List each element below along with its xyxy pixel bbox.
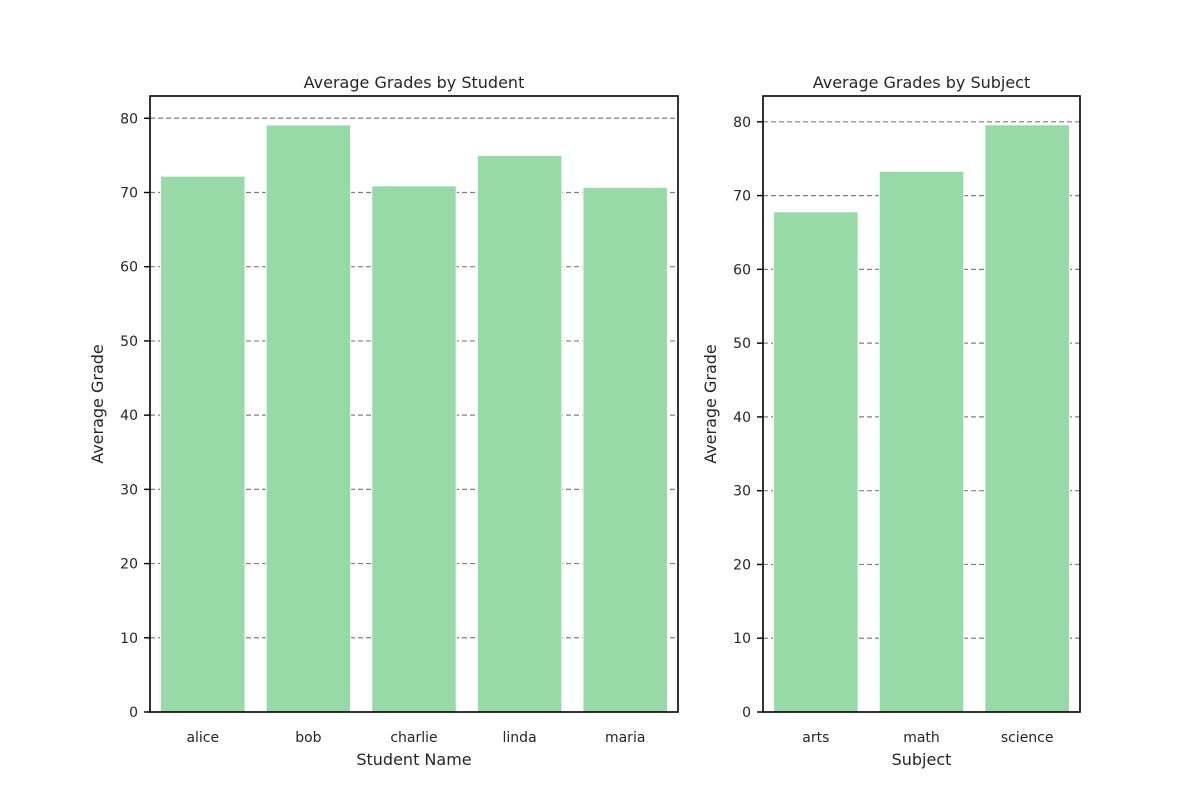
plot-frame [149, 95, 679, 713]
bar-alice [160, 175, 246, 713]
y-tick-label: 0 [742, 705, 751, 721]
x-tick-label: alice [186, 730, 219, 746]
y-tick-label: 20 [733, 557, 751, 573]
chart-panel-1: alice bob charlie linda maria 0 10 20 30 40 50 60 70… [88, 73, 679, 769]
x-axis-label: Student Name [356, 750, 471, 769]
y-tick-label: 20 [120, 557, 138, 573]
y-tick-label: 80 [733, 115, 751, 131]
x-tick-label: charlie [390, 730, 437, 746]
y-axis-label: Average Grade [88, 344, 107, 464]
y-tick-label: 10 [120, 631, 138, 647]
bar-bob [265, 124, 352, 713]
bar-linda [476, 154, 563, 713]
x-tick-label: science [1001, 730, 1054, 746]
y-tick-label: 30 [733, 484, 751, 500]
x-tick-label: linda [503, 730, 537, 746]
y-tick-label: 0 [129, 705, 138, 721]
x-tick-label: bob [295, 730, 321, 746]
bar-science [984, 124, 1070, 713]
x-tick-label: arts [802, 730, 829, 746]
y-tick-label: 80 [120, 111, 138, 127]
y-tick-label: 60 [733, 262, 751, 278]
y-tick-label: 40 [733, 410, 751, 426]
chart-title: Average Grades by Student [304, 73, 525, 92]
bar-charlie [371, 185, 457, 713]
y-axis-label: Average Grade [701, 344, 720, 464]
y-tick-label: 60 [120, 260, 138, 276]
x-tick-label: math [903, 730, 940, 746]
y-tick-label: 30 [120, 482, 138, 498]
y-tick-label: 10 [733, 631, 751, 647]
y-tick-label: 50 [733, 336, 751, 352]
y-tick-label: 50 [120, 334, 138, 350]
y-tick-label: 40 [120, 408, 138, 424]
bar-math [878, 170, 965, 713]
y-tick-label: 70 [733, 189, 751, 205]
x-tick-label: maria [605, 730, 645, 746]
chart-panel-2: arts math science 0 10 20 30 40 50 60 70 80 Average … [701, 73, 1081, 769]
bar-maria [582, 186, 668, 713]
chart-title: Average Grades by Subject [813, 73, 1031, 92]
x-axis-label: Subject [892, 750, 952, 769]
bar-arts [773, 211, 859, 713]
y-tick-label: 70 [120, 185, 138, 201]
plot-frame [762, 95, 1081, 713]
